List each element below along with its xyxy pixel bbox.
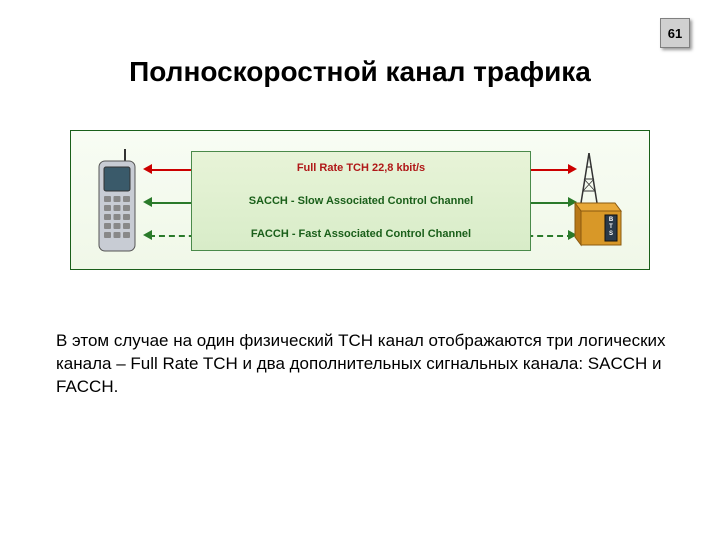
- channel-label-sacch: SACCH - Slow Associated Control Channel: [192, 195, 530, 207]
- slide-title: Полноскоростной канал трафика: [0, 56, 720, 88]
- mobile-phone-icon: [93, 149, 141, 253]
- page-number-badge: 61: [660, 18, 690, 48]
- arrowhead-icon: [143, 197, 152, 207]
- arrowhead-icon: [143, 230, 152, 240]
- svg-text:S: S: [609, 231, 613, 237]
- arrowhead-icon: [143, 164, 152, 174]
- channel-label-full-rate: Full Rate TCH 22,8 kbit/s: [192, 162, 530, 174]
- channel-label-facch: FACCH - Fast Associated Control Channel: [192, 228, 530, 240]
- body-paragraph: В этом случае на один физический TCH кан…: [56, 330, 666, 399]
- bts-tower-icon: B T S: [569, 153, 627, 249]
- svg-text:B: B: [609, 217, 614, 223]
- diagram-panel: Full Rate TCH 22,8 kbit/s SACCH - Slow A…: [70, 130, 650, 270]
- svg-text:T: T: [609, 224, 613, 230]
- channel-box: Full Rate TCH 22,8 kbit/s SACCH - Slow A…: [191, 151, 531, 251]
